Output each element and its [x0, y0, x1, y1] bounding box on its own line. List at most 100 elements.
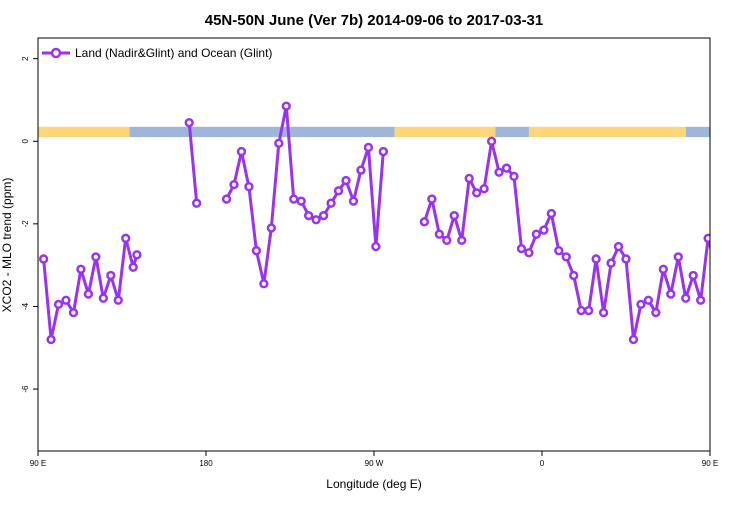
data-point [259, 279, 269, 289]
chart-title: 45N-50N June (Ver 7b) 2014-09-06 to 2017… [205, 12, 544, 29]
data-point [221, 194, 232, 204]
x-tick-label: 90 E [702, 459, 718, 468]
band-land [394, 126, 496, 138]
data-point [184, 118, 194, 128]
data-point [479, 184, 489, 194]
data-point [554, 246, 564, 256]
data-point [516, 243, 527, 254]
series-line [187, 122, 199, 204]
data-point [128, 262, 138, 272]
data-point [91, 252, 101, 262]
data-point [703, 233, 710, 243]
data-point [569, 270, 579, 281]
data-point [333, 186, 344, 196]
data-point [576, 305, 586, 316]
data-point [598, 307, 609, 318]
y-tick-label: -4 [21, 302, 30, 310]
data-point [561, 252, 571, 262]
data-point [531, 229, 542, 239]
data-point [98, 293, 108, 303]
data-point [591, 254, 601, 264]
band-ocean [685, 126, 710, 138]
y-tick-label: -6 [21, 385, 30, 393]
data-point [546, 208, 556, 219]
data-point [509, 171, 519, 182]
data-point [289, 194, 299, 204]
data-point [251, 246, 262, 256]
data-point [442, 235, 452, 246]
y-axis: 2 0 -2 -4 -6 [21, 56, 38, 393]
data-point [68, 307, 79, 318]
land-ocean-band [38, 126, 710, 138]
data-point [318, 210, 329, 221]
data-point [311, 215, 321, 225]
data-point [643, 295, 654, 305]
legend-marker [50, 47, 62, 59]
data-point [464, 173, 474, 184]
data-point [636, 299, 646, 310]
y-tick-label: -2 [21, 220, 30, 228]
data-point [658, 264, 668, 274]
x-tick-label: 90 W [365, 459, 384, 468]
data-point [688, 270, 698, 281]
data-point [434, 229, 444, 239]
band-land [528, 126, 686, 138]
band-land [38, 126, 130, 138]
data-point [681, 293, 691, 303]
data-point [486, 136, 497, 146]
data-point [132, 250, 142, 260]
data-point [363, 142, 374, 153]
data-point [371, 241, 381, 252]
legend: Land (Nadir&Glint) and Ocean (Glint) [42, 46, 272, 60]
data-point [539, 225, 549, 235]
x-axis-label: Longitude (deg E) [326, 477, 421, 491]
data-point [494, 167, 504, 177]
x-tick-label: 90 E [30, 459, 46, 468]
data-point [274, 138, 284, 148]
data-point [606, 258, 616, 268]
data-point [524, 248, 534, 258]
data-point [266, 223, 276, 233]
data-point [419, 217, 430, 227]
data-point [457, 235, 467, 246]
data-point [83, 289, 94, 299]
data-point [628, 334, 639, 345]
x-axis: 90 E 180 90 W 0 90 E [30, 451, 718, 468]
data-point [696, 295, 706, 305]
y-tick-label: 0 [21, 138, 30, 143]
legend-label: Land (Nadir&Glint) and Ocean (Glint) [75, 46, 272, 60]
data-point [113, 295, 123, 305]
x-tick-label: 0 [540, 459, 545, 468]
series-line [225, 104, 385, 286]
data-point [38, 254, 49, 264]
data-point [621, 254, 631, 264]
data-point [192, 198, 202, 208]
data-point [613, 241, 624, 252]
data-point [236, 146, 247, 157]
y-axis-label: XCO2 - MLO trend (ppm) [0, 178, 14, 313]
data-point [304, 210, 314, 221]
data-point [348, 196, 359, 206]
data-point [244, 182, 254, 192]
band-ocean [495, 126, 529, 138]
data-point [53, 299, 64, 310]
data-point [121, 233, 131, 243]
data-point [666, 289, 676, 299]
data-point [106, 270, 116, 281]
data-point [449, 210, 459, 221]
data-point [296, 196, 306, 206]
data-point [281, 101, 291, 111]
data-point [584, 305, 594, 316]
data-point [427, 194, 437, 204]
data-point [501, 163, 512, 173]
data-point [341, 175, 351, 186]
x-tick-label: 180 [199, 459, 213, 468]
data-point [46, 334, 56, 345]
data-point [673, 252, 683, 262]
data-point [76, 264, 86, 274]
y-tick-label: 2 [21, 56, 30, 61]
data-point [472, 188, 482, 198]
data-point [356, 165, 366, 175]
